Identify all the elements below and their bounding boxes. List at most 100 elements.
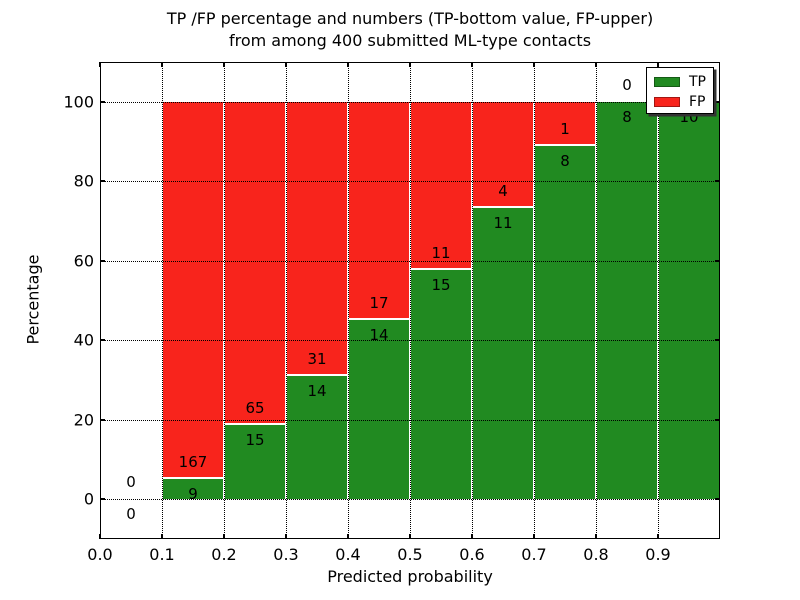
legend-entry: FP <box>647 92 713 112</box>
y-tick-label: 20 <box>73 410 94 430</box>
y-axis-label: Percentage <box>23 254 43 345</box>
x-tick-mark <box>595 534 597 539</box>
bar-label-tp: 15 <box>431 275 451 294</box>
bar-segment-tp <box>225 424 285 500</box>
v-gridline <box>410 62 411 539</box>
legend-label: TP <box>689 74 706 90</box>
v-gridline <box>534 62 535 539</box>
bar-segment-tp <box>349 319 409 500</box>
bar-segment-fp <box>349 101 409 318</box>
y-tick-mark-right <box>715 100 720 103</box>
x-tick-mark-top <box>471 62 473 67</box>
bar-segment-tp <box>287 375 347 500</box>
y-tick-mark <box>100 498 105 501</box>
x-tick-mark-top <box>347 62 349 67</box>
x-tick-mark-top <box>595 62 597 67</box>
y-tick-label: 100 <box>63 92 94 112</box>
x-tick-mark <box>409 534 411 539</box>
bar-segment-fp <box>225 101 285 423</box>
bar-segment-tp <box>535 145 595 500</box>
y-tick-mark <box>100 180 105 183</box>
x-tick-label: 0.1 <box>149 545 175 564</box>
x-tick-mark-top <box>657 62 659 67</box>
bar-label-tp: 8 <box>560 151 570 170</box>
bar-label-fp: 65 <box>245 398 265 417</box>
x-tick-label: 0.0 <box>87 545 113 564</box>
x-tick-mark <box>471 534 473 539</box>
x-tick-mark-top <box>161 62 163 67</box>
bar-label-tp: 15 <box>245 430 265 449</box>
bar-label-fp: 167 <box>178 452 208 471</box>
x-tick-mark <box>161 534 163 539</box>
bar-segment-tp <box>163 478 223 500</box>
bar-label-fp: 11 <box>431 243 451 262</box>
v-gridline <box>286 62 287 539</box>
bar-label-fp: 4 <box>498 181 508 200</box>
y-tick-mark <box>100 100 105 103</box>
bar-label-tp: 8 <box>622 107 632 126</box>
x-tick-label: 0.7 <box>521 545 547 564</box>
bar-segment-fp <box>535 101 595 144</box>
bar-label-fp: 17 <box>369 293 389 312</box>
bar-segment-tp <box>659 101 719 500</box>
chart-title: TP /FP percentage and numbers (TP-bottom… <box>100 8 720 52</box>
bar-segment-tp <box>473 207 533 500</box>
x-tick-label: 0.8 <box>583 545 609 564</box>
bar-segment-tp <box>411 269 471 500</box>
x-tick-mark-top <box>99 62 101 67</box>
x-tick-label: 0.3 <box>273 545 299 564</box>
x-tick-mark <box>223 534 225 539</box>
y-tick-label: 0 <box>83 489 94 509</box>
bar-segment-tp <box>597 101 657 500</box>
x-tick-mark-top <box>533 62 535 67</box>
v-gridline <box>658 62 659 539</box>
bar-segment-fp <box>163 101 223 477</box>
x-tick-mark <box>657 534 659 539</box>
v-gridline <box>224 62 225 539</box>
legend-swatch-fp <box>654 97 680 107</box>
y-tick-mark <box>100 259 105 262</box>
x-tick-mark-top <box>285 62 287 67</box>
x-axis-label: Predicted probability <box>327 567 493 586</box>
chart-title-line2: from among 400 submitted ML-type contact… <box>228 31 592 50</box>
x-tick-mark <box>533 534 535 539</box>
v-gridline <box>596 62 597 539</box>
bar-label-fp: 0 <box>126 473 136 492</box>
bar-label-tp: 0 <box>126 505 136 524</box>
x-tick-mark <box>347 534 349 539</box>
bar-label-tp: 9 <box>188 484 198 503</box>
x-tick-mark <box>285 534 287 539</box>
v-gridline <box>348 62 349 539</box>
x-tick-label: 0.9 <box>645 545 671 564</box>
bar-label-fp: 0 <box>622 75 632 94</box>
y-tick-label: 60 <box>73 251 94 271</box>
y-tick-mark-right <box>715 498 720 501</box>
v-gridline <box>472 62 473 539</box>
bar-segment-fp <box>287 101 347 374</box>
bar-segment-fp <box>411 101 471 268</box>
y-tick-mark-right <box>715 418 720 421</box>
x-tick-mark-top <box>223 62 225 67</box>
y-tick-mark <box>100 418 105 421</box>
x-tick-label: 0.4 <box>335 545 361 564</box>
bar-label-fp: 31 <box>307 349 327 368</box>
y-tick-mark <box>100 339 105 342</box>
v-gridline <box>162 62 163 539</box>
bar-label-tp: 14 <box>369 325 389 344</box>
y-tick-label: 40 <box>73 330 94 350</box>
x-tick-label: 0.5 <box>397 545 423 564</box>
legend-label: FP <box>689 94 706 110</box>
bar-segment-fp <box>473 101 533 206</box>
legend-entry: TP <box>647 72 713 92</box>
legend-swatch-tp <box>654 77 680 87</box>
x-tick-mark <box>99 534 101 539</box>
x-tick-mark-top <box>409 62 411 67</box>
y-tick-mark-right <box>715 180 720 183</box>
legend: TP FP <box>646 67 714 114</box>
y-tick-label: 80 <box>73 171 94 191</box>
bar-label-tp: 14 <box>307 381 327 400</box>
chart-title-line1: TP /FP percentage and numbers (TP-bottom… <box>166 9 654 28</box>
bar-label-tp: 11 <box>493 213 513 232</box>
bar-label-fp: 1 <box>560 119 570 138</box>
